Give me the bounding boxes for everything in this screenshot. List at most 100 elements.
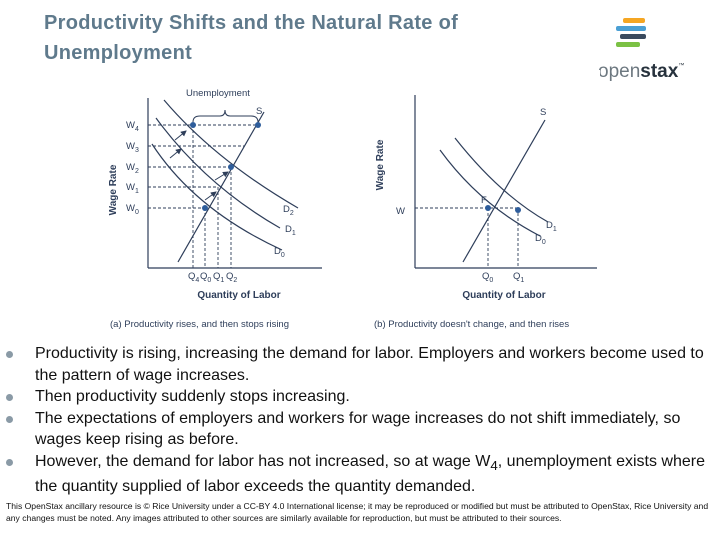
label: Unemployment	[186, 88, 250, 99]
label: F	[481, 195, 487, 206]
axis-title: Quantity of Labor	[462, 290, 545, 301]
bullet-text: Then productivity suddenly stops increas…	[35, 388, 350, 405]
quantity-label-main: Q	[482, 271, 489, 282]
demand-label-main: D	[546, 220, 553, 231]
demand-label: D2	[283, 204, 294, 217]
demand-label-sub: 1	[553, 226, 557, 233]
arrow	[214, 171, 229, 181]
logo-bar	[620, 34, 646, 39]
label: S	[256, 106, 262, 117]
wage-label-sub: 2	[135, 168, 139, 175]
guide-lines	[148, 124, 258, 268]
demand-curve	[163, 99, 299, 209]
figure-bg	[108, 70, 600, 338]
caption: (b) Productivity doesn't change, and the…	[374, 319, 569, 330]
quantity-label: Q4	[188, 271, 199, 284]
bullet: However, the demand for labor has not in…	[6, 451, 708, 498]
slide-title: Productivity Shifts and the Natural Rate…	[44, 12, 459, 64]
logo-bar	[616, 42, 640, 47]
brace	[192, 109, 259, 123]
demand-label-main: D	[283, 204, 290, 215]
demand-label: D0	[535, 233, 546, 246]
figure: Unemployment S Wage Rate Quantity of Labor (…	[108, 70, 600, 338]
subscript: 4	[490, 457, 498, 473]
demand-curve	[155, 117, 281, 229]
arrow	[174, 130, 187, 141]
bullet: The expectations of employers and worker…	[6, 408, 708, 451]
wage-label-sub: 0	[135, 209, 139, 216]
demand-label-main: D	[285, 224, 292, 235]
logo-tm: ™	[678, 62, 684, 69]
quantity-label-sub: 1	[220, 277, 224, 284]
panel-b	[414, 95, 597, 269]
logo-stax: stax	[640, 61, 678, 82]
quantity-label-main: Q	[213, 271, 220, 282]
bullet-marker	[6, 394, 13, 401]
bullet-marker	[6, 458, 13, 466]
bullet-text: , unemployment exists where the quantity…	[35, 452, 705, 496]
wage-label: W3	[126, 141, 139, 154]
logo: openstax™	[598, 18, 684, 82]
logo-open: open	[598, 61, 640, 82]
demand-label-main: D	[274, 246, 281, 257]
points	[485, 205, 521, 213]
wage-label: W0	[126, 203, 139, 216]
quantity-label: Q2	[226, 271, 237, 284]
wage-label-sub: 3	[135, 147, 139, 154]
wage-label: W1	[126, 182, 139, 195]
demand-label-sub: 2	[290, 210, 294, 217]
bullet-text: The expectations of employers and worker…	[35, 409, 681, 449]
wage-label: W4	[126, 120, 139, 133]
quantity-label-sub: 0	[207, 277, 211, 284]
points	[190, 122, 261, 211]
quantity-label: Q1	[213, 271, 224, 284]
bullet: Then productivity suddenly stops increas…	[6, 386, 708, 408]
quantity-label: Q0	[200, 271, 211, 284]
bullet-text: Productivity is rising, increasing the d…	[35, 345, 704, 384]
logo-bar	[623, 18, 645, 23]
quantity-label-main: Q	[226, 271, 233, 282]
demand-curve	[151, 143, 283, 251]
wage-label-main: W	[126, 162, 135, 173]
bullet-marker	[6, 415, 13, 423]
demand-label-sub: 0	[542, 239, 546, 246]
bullet-text: However, the demand for labor has not in…	[35, 452, 491, 470]
quantity-label: Q1	[513, 271, 524, 284]
axis-title: Wage Rate	[375, 139, 386, 190]
demand-label-sub: 0	[281, 252, 285, 259]
demand-label: D1	[546, 220, 557, 233]
guide-lines	[415, 207, 519, 268]
wage-label: W2	[126, 162, 139, 175]
quantity-label-sub: 1	[520, 277, 524, 284]
quantity-label: Q0	[482, 271, 493, 284]
demand-curve	[439, 149, 541, 237]
arrow	[169, 148, 182, 159]
demand-label-main: D	[535, 233, 542, 244]
label: W	[396, 206, 405, 217]
wage-label-main: W	[126, 203, 135, 214]
axis-title: Quantity of Labor	[197, 290, 280, 301]
wage-label-main: W	[126, 141, 135, 152]
demand-label: D0	[274, 246, 285, 259]
demand-label: D1	[285, 224, 296, 237]
wage-label-sub: 4	[135, 126, 139, 133]
demand-label-sub: 1	[292, 230, 296, 237]
panel-a	[147, 98, 322, 269]
quantity-label-main: Q	[513, 271, 520, 282]
bullet: Productivity is rising, increasing the d…	[6, 343, 708, 386]
quantity-label-sub: 2	[233, 277, 237, 284]
axis-title: Wage Rate	[108, 164, 119, 215]
caption: (a) Productivity rises, and then stops r…	[110, 319, 289, 330]
wage-label-main: W	[126, 120, 135, 131]
logo-text: openstax™	[598, 61, 684, 82]
quantity-label-sub: 4	[195, 277, 199, 284]
footer: This OpenStax ancillary resource is © Ri…	[6, 501, 709, 523]
wage-label-main: W	[126, 182, 135, 193]
arrow	[204, 191, 217, 201]
demand-curve	[454, 137, 549, 223]
quantity-label-sub: 0	[489, 277, 493, 284]
bullet-list: Productivity is rising, increasing the d…	[6, 343, 708, 498]
quantity-label-main: Q	[188, 271, 195, 282]
quantity-label-main: Q	[200, 271, 207, 282]
